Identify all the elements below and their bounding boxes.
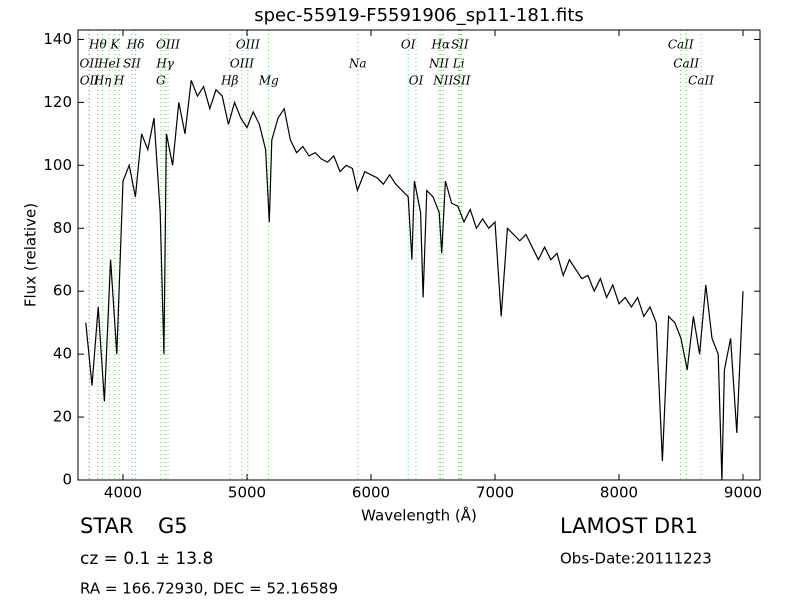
y-tick-label: 60 (53, 282, 72, 300)
y-tick-label: 140 (43, 30, 72, 48)
object-subclass: G5 (158, 514, 188, 538)
spectral-line-label: OII (79, 57, 99, 71)
x-tick-label: 9000 (724, 484, 762, 502)
spectral-line-label: Hγ (155, 57, 174, 71)
y-tick-label: 120 (43, 93, 72, 111)
spectrum (85, 80, 744, 481)
x-tick-label: 6000 (352, 484, 390, 502)
spectral-line-label: K (109, 38, 120, 52)
spectral-line-label: H (113, 74, 125, 88)
spectral-line-label: G (156, 74, 166, 88)
spectral-line-label: CaII (668, 38, 694, 52)
spectral-line-label: CaII (673, 57, 699, 71)
object-class: STAR (80, 514, 133, 538)
spectral-line-label: Hδ (126, 38, 145, 52)
spectral-line-label: OI (401, 38, 416, 52)
spectral-line-label: OII (80, 74, 100, 88)
spectral-line-label: SII (123, 57, 141, 71)
spectral-line-label: CaII (688, 74, 714, 88)
plot-frame (77, 29, 761, 481)
x-tick-label: 7000 (476, 484, 514, 502)
spectral-line-label: Hα (431, 38, 451, 52)
spectral-line-label: OI (409, 74, 424, 88)
spectral-line-label: NII (428, 57, 449, 71)
spectral-line-label: Na (348, 57, 367, 71)
spectral-line-label: Hβ (220, 74, 238, 88)
y-tick-label: 0 (62, 471, 72, 489)
y-axis-label: Flux (relative) (22, 203, 40, 307)
spectral-line-label: HeI (97, 57, 121, 71)
x-tick-label: 5000 (228, 484, 266, 502)
y-tick-label: 100 (43, 156, 72, 174)
spectral-line-label: OIII (156, 38, 180, 52)
y-tick-label: 80 (53, 219, 72, 237)
spectral-line-label: OIII (236, 38, 260, 52)
spectral-line-label: OIII (230, 57, 254, 71)
spectral-line-label: Mg (258, 74, 279, 88)
x-tick-label: 8000 (600, 484, 638, 502)
x-tick-label: 4000 (104, 484, 142, 502)
redshift: cz = 0.1 ± 13.8 (80, 549, 213, 569)
chart-title: spec-55919-F5591906_sp11-181.fits (254, 5, 584, 26)
spectral-line-label: Hθ (88, 38, 107, 52)
obs-date: Obs-Date:20111223 (560, 550, 712, 568)
y-tick-label: 20 (53, 408, 72, 426)
x-axis-label: Wavelength (Å) (361, 506, 477, 525)
coordinates: RA = 166.72930, DEC = 52.16589 (80, 580, 338, 598)
spectral-line-label: NII (432, 74, 453, 88)
y-tick-label: 40 (53, 345, 72, 363)
spectral-line-label: Hη (93, 74, 112, 88)
spectral-line-label: SII (453, 74, 471, 88)
data-release: LAMOST DR1 (560, 514, 698, 538)
spectral-line-label: Li (452, 57, 465, 71)
spectral-line-label: SII (451, 38, 469, 52)
